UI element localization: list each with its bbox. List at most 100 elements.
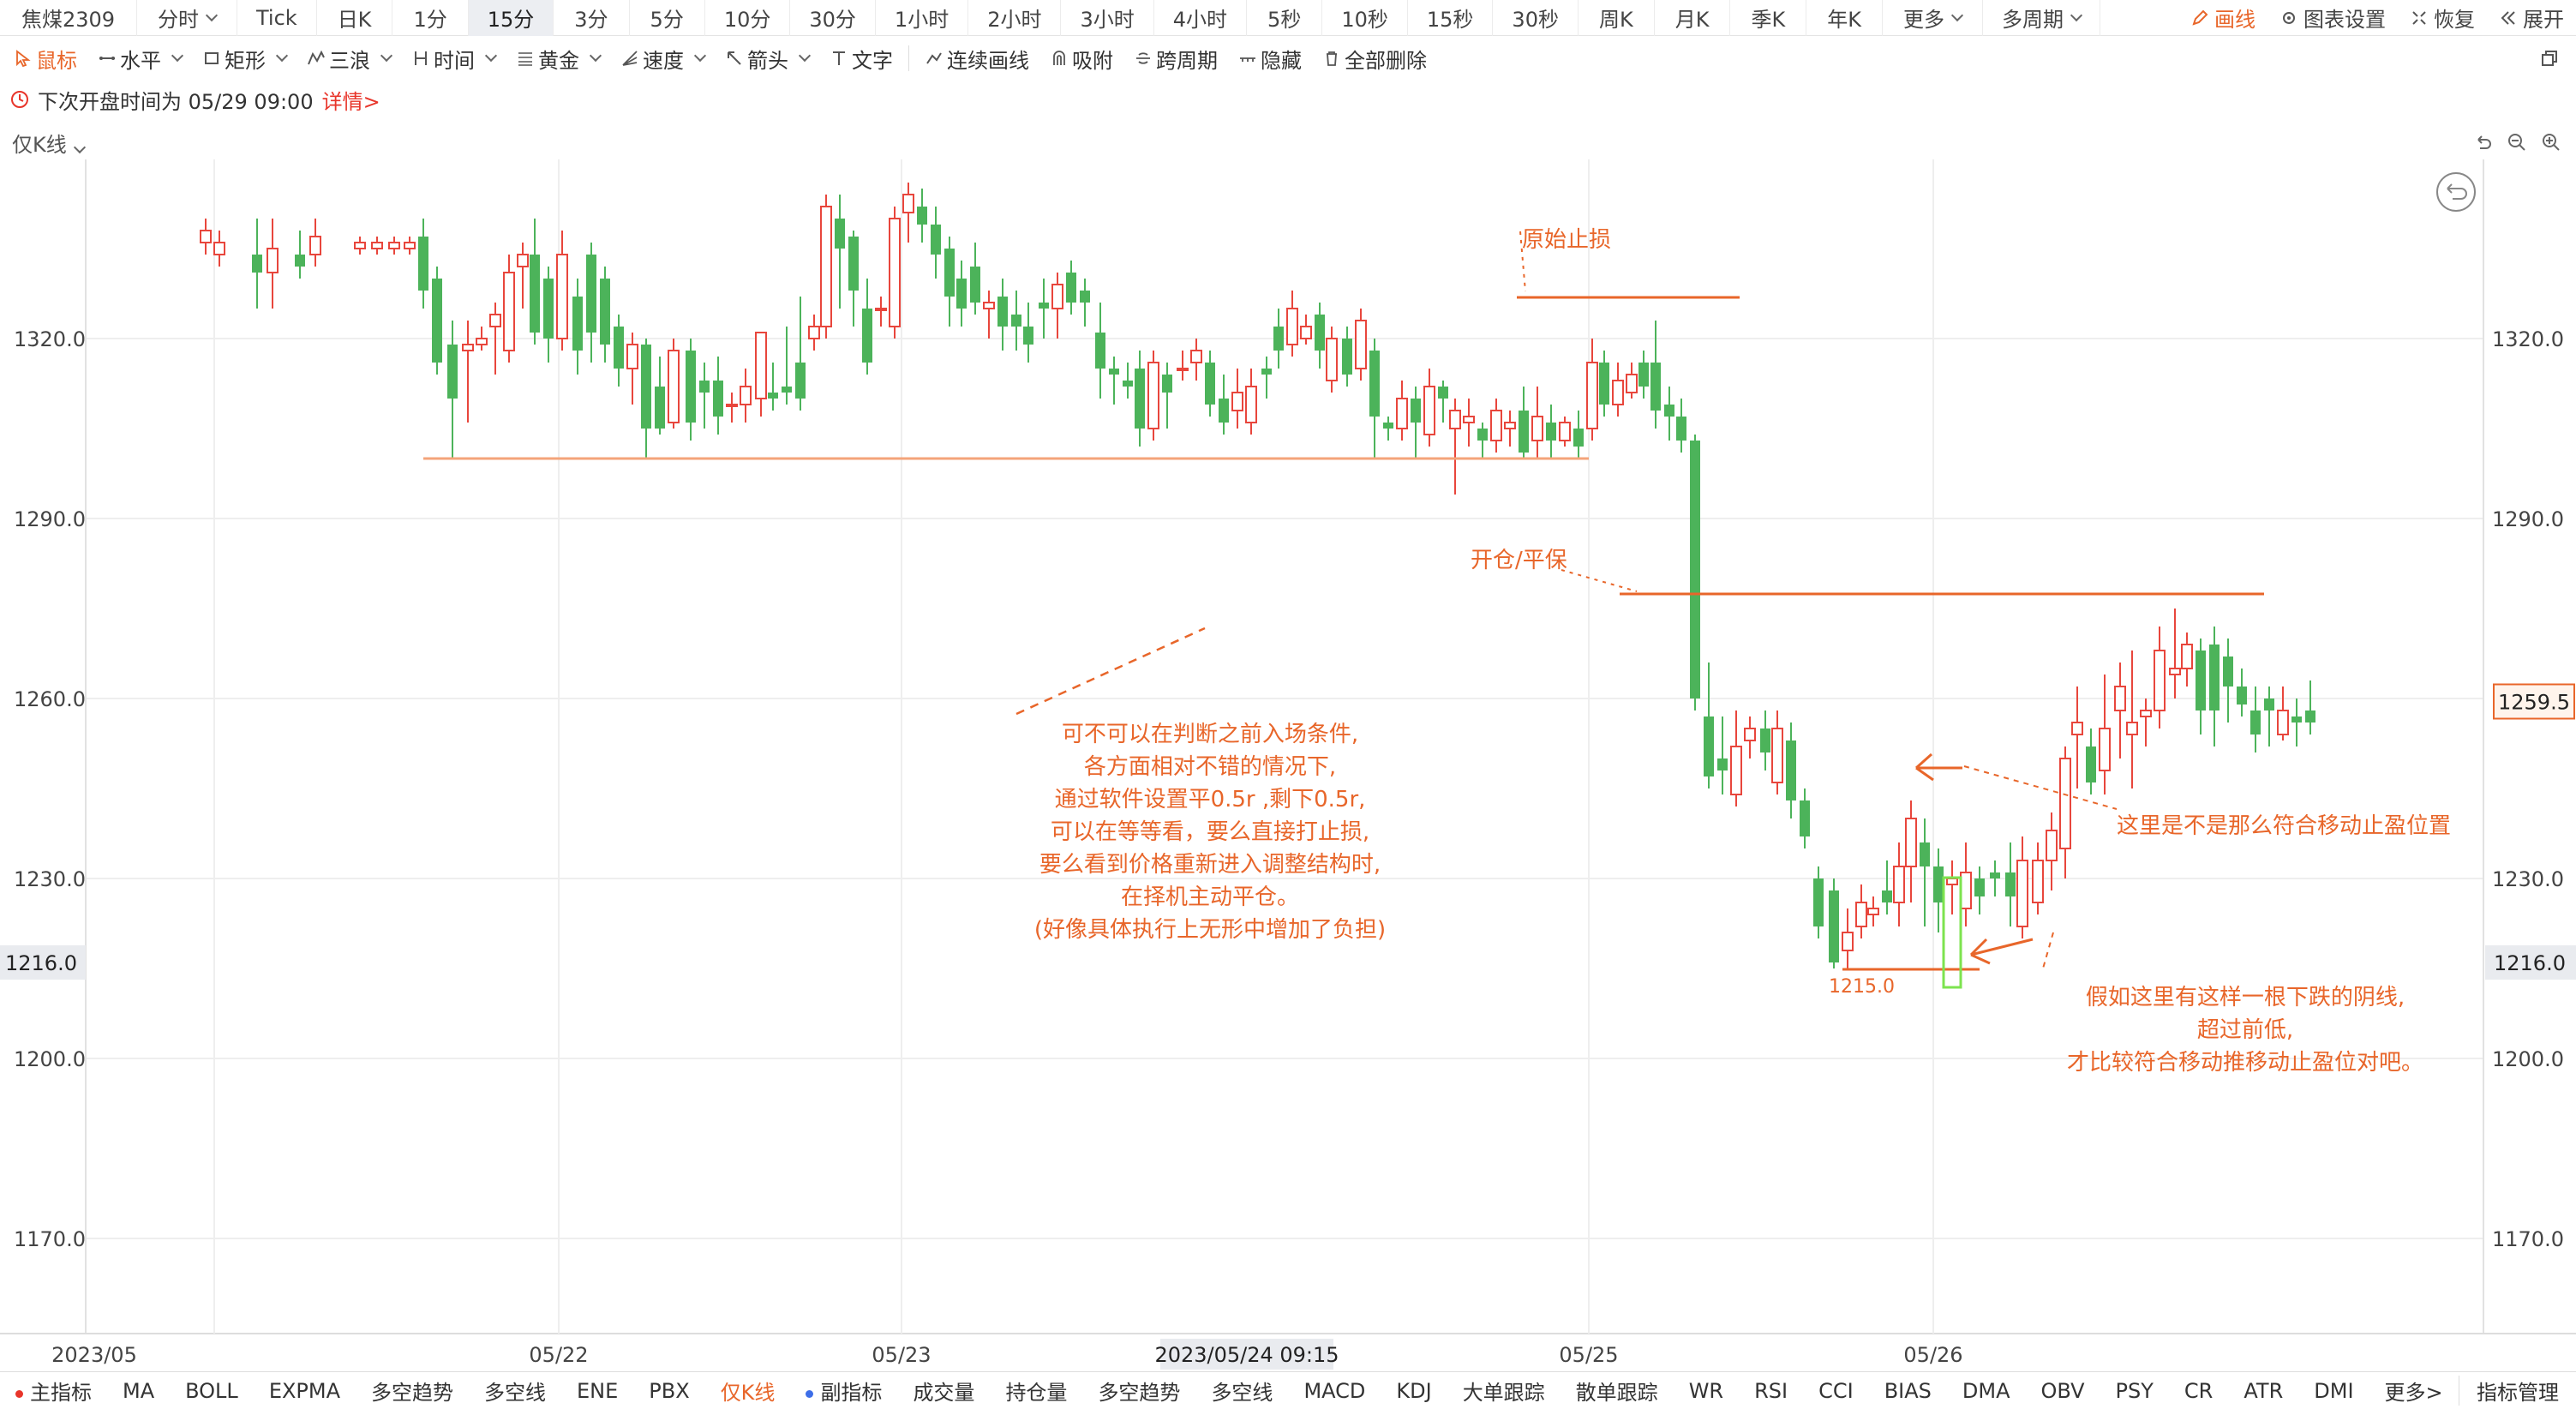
draw-tool-button[interactable]: 连续画线: [914, 36, 1039, 81]
zoom-controls: [2473, 133, 2576, 152]
draw-tool-button[interactable]: 吸附: [1039, 36, 1123, 81]
restore-button[interactable]: 恢复: [2398, 0, 2487, 36]
period-tab[interactable]: 3分: [554, 0, 630, 36]
hide-icon: [1240, 57, 1255, 62]
sub-indicator-item[interactable]: PSY: [2115, 1378, 2154, 1403]
sub-indicator-item[interactable]: 大单跟踪: [1462, 1381, 1545, 1405]
period-tab[interactable]: 1小时: [876, 0, 969, 36]
main-indicator-group[interactable]: 主指标: [0, 1376, 107, 1406]
candle-body: [2250, 710, 2261, 734]
undo-icon[interactable]: [2473, 133, 2492, 152]
sub-indicator-item[interactable]: 多空趋势: [1098, 1381, 1181, 1405]
sub-indicator-item[interactable]: RSI: [1754, 1378, 1788, 1403]
sub-indicator-item[interactable]: 更多>: [2384, 1381, 2443, 1405]
period-tab[interactable]: 1分: [392, 0, 469, 36]
sub-indicator-item[interactable]: DMA: [1962, 1378, 2010, 1403]
window-toggle-button[interactable]: [2540, 49, 2576, 68]
draw-tool-button[interactable]: 黄金: [506, 36, 610, 81]
indicator-manager-button[interactable]: 指标管理: [2459, 1376, 2576, 1406]
draw-tool-label: 隐藏: [1261, 48, 1302, 73]
sub-indicator-item[interactable]: BIAS: [1884, 1378, 1932, 1403]
sub-indicator-item[interactable]: 散单跟踪: [1575, 1381, 1658, 1405]
period-tab[interactable]: 4小时: [1154, 0, 1248, 36]
period-tab[interactable]: 15秒: [1408, 0, 1494, 36]
sub-indicator-item[interactable]: KDJ: [1396, 1378, 1432, 1403]
y-tick-right: 1200.0: [2492, 1047, 2564, 1071]
period-tab[interactable]: 3小时: [1061, 0, 1154, 36]
period-tab[interactable]: 10秒: [1322, 0, 1408, 36]
zoom-in-icon[interactable]: [2542, 133, 2561, 152]
period-tab[interactable]: 5秒: [1247, 0, 1323, 36]
period-tab-label: 1分: [413, 8, 447, 32]
y-tick-right: 1230.0: [2492, 867, 2564, 891]
candle-body: [1342, 339, 1352, 375]
draw-tool-button[interactable]: 文字: [819, 36, 903, 81]
candle-body: [432, 279, 442, 363]
period-tab[interactable]: 分时: [137, 0, 237, 36]
period-tab[interactable]: 周K: [1579, 0, 1655, 36]
main-indicator-item[interactable]: ENE: [577, 1378, 619, 1403]
period-tab[interactable]: 5分: [630, 0, 705, 36]
candle-body: [1205, 363, 1215, 405]
draw-toggle-button[interactable]: 画线: [2178, 0, 2267, 36]
sub-indicator-item[interactable]: CR: [2184, 1378, 2214, 1403]
period-tab[interactable]: 年K: [1806, 0, 1883, 36]
chart-grid: [0, 159, 2576, 1334]
period-tab[interactable]: 多周期: [1983, 0, 2100, 36]
sub-indicator-item[interactable]: OBV: [2040, 1378, 2085, 1403]
main-indicator-item[interactable]: 仅K线: [720, 1381, 776, 1405]
period-tab[interactable]: 季K: [1730, 0, 1807, 36]
candle-body: [1800, 800, 1810, 836]
period-tab[interactable]: 30秒: [1493, 0, 1579, 36]
draw-tool-button[interactable]: 鼠标: [3, 36, 87, 81]
sub-indicator-item[interactable]: DMI: [2314, 1378, 2354, 1403]
draw-tool-button[interactable]: 箭头: [715, 36, 819, 81]
candle-body: [530, 255, 540, 333]
period-tab[interactable]: 10分: [705, 0, 791, 36]
candle-body: [1109, 369, 1119, 375]
sub-indicator-item[interactable]: CCI: [1818, 1378, 1854, 1403]
draw-tool-button[interactable]: 跨周期: [1123, 36, 1228, 81]
sub-indicator-item[interactable]: 成交量: [913, 1381, 975, 1405]
period-tab[interactable]: 2小时: [968, 0, 1062, 36]
period-tab[interactable]: 月K: [1655, 0, 1731, 36]
chart-settings-button[interactable]: 图表设置: [2267, 0, 2398, 36]
draw-tool-button[interactable]: 矩形: [192, 36, 297, 81]
arrow-lower-head: [1969, 938, 1991, 965]
main-indicator-item[interactable]: EXPMA: [268, 1378, 341, 1403]
period-tab[interactable]: 15分: [468, 0, 554, 36]
main-indicator-item[interactable]: 多空趋势: [371, 1381, 454, 1405]
draw-tool-button[interactable]: 全部删除: [1312, 36, 1437, 81]
expand-button[interactable]: 展开: [2487, 0, 2576, 36]
sub-indicator-group[interactable]: 副指标: [790, 1376, 897, 1406]
period-tab[interactable]: Tick: [237, 0, 317, 36]
period-tab[interactable]: 日K: [317, 0, 393, 36]
candle-body: [970, 267, 980, 303]
sub-indicator-item[interactable]: 持仓量: [1005, 1381, 1068, 1405]
golden-ratio-icon: [518, 52, 532, 66]
period-tab[interactable]: 更多: [1883, 0, 1983, 36]
symbol-selector[interactable]: 焦煤2309: [0, 0, 137, 36]
main-indicator-item[interactable]: MA: [123, 1378, 155, 1403]
main-indicator-item[interactable]: 多空线: [484, 1381, 547, 1405]
sub-indicator-item[interactable]: WR: [1688, 1378, 1724, 1403]
period-tab[interactable]: 30分: [790, 0, 876, 36]
main-indicator-item[interactable]: BOLL: [185, 1378, 238, 1403]
candle-body: [1051, 284, 1063, 309]
draw-tool-button[interactable]: 速度: [610, 36, 715, 81]
draw-tool-button[interactable]: 三浪: [297, 36, 401, 81]
zoom-out-icon[interactable]: [2507, 133, 2526, 152]
main-indicator-item[interactable]: PBX: [649, 1378, 690, 1403]
sub-indicator-item[interactable]: ATR: [2244, 1378, 2284, 1403]
draw-tool-button[interactable]: 水平: [87, 36, 192, 81]
sub-indicator-item[interactable]: 多空线: [1211, 1381, 1273, 1405]
x-tick-label: 05/25: [1559, 1343, 1618, 1367]
draw-tool-button[interactable]: 时间: [401, 36, 506, 81]
sub-indicator-item[interactable]: MACD: [1303, 1378, 1366, 1403]
x-tick-label: 05/23: [872, 1343, 931, 1367]
draw-tool-button[interactable]: 隐藏: [1228, 36, 1312, 81]
candle-body: [1842, 932, 1854, 951]
chart-mode-selector[interactable]: 仅K线: [12, 128, 86, 158]
detail-link[interactable]: 详情>: [321, 89, 380, 114]
